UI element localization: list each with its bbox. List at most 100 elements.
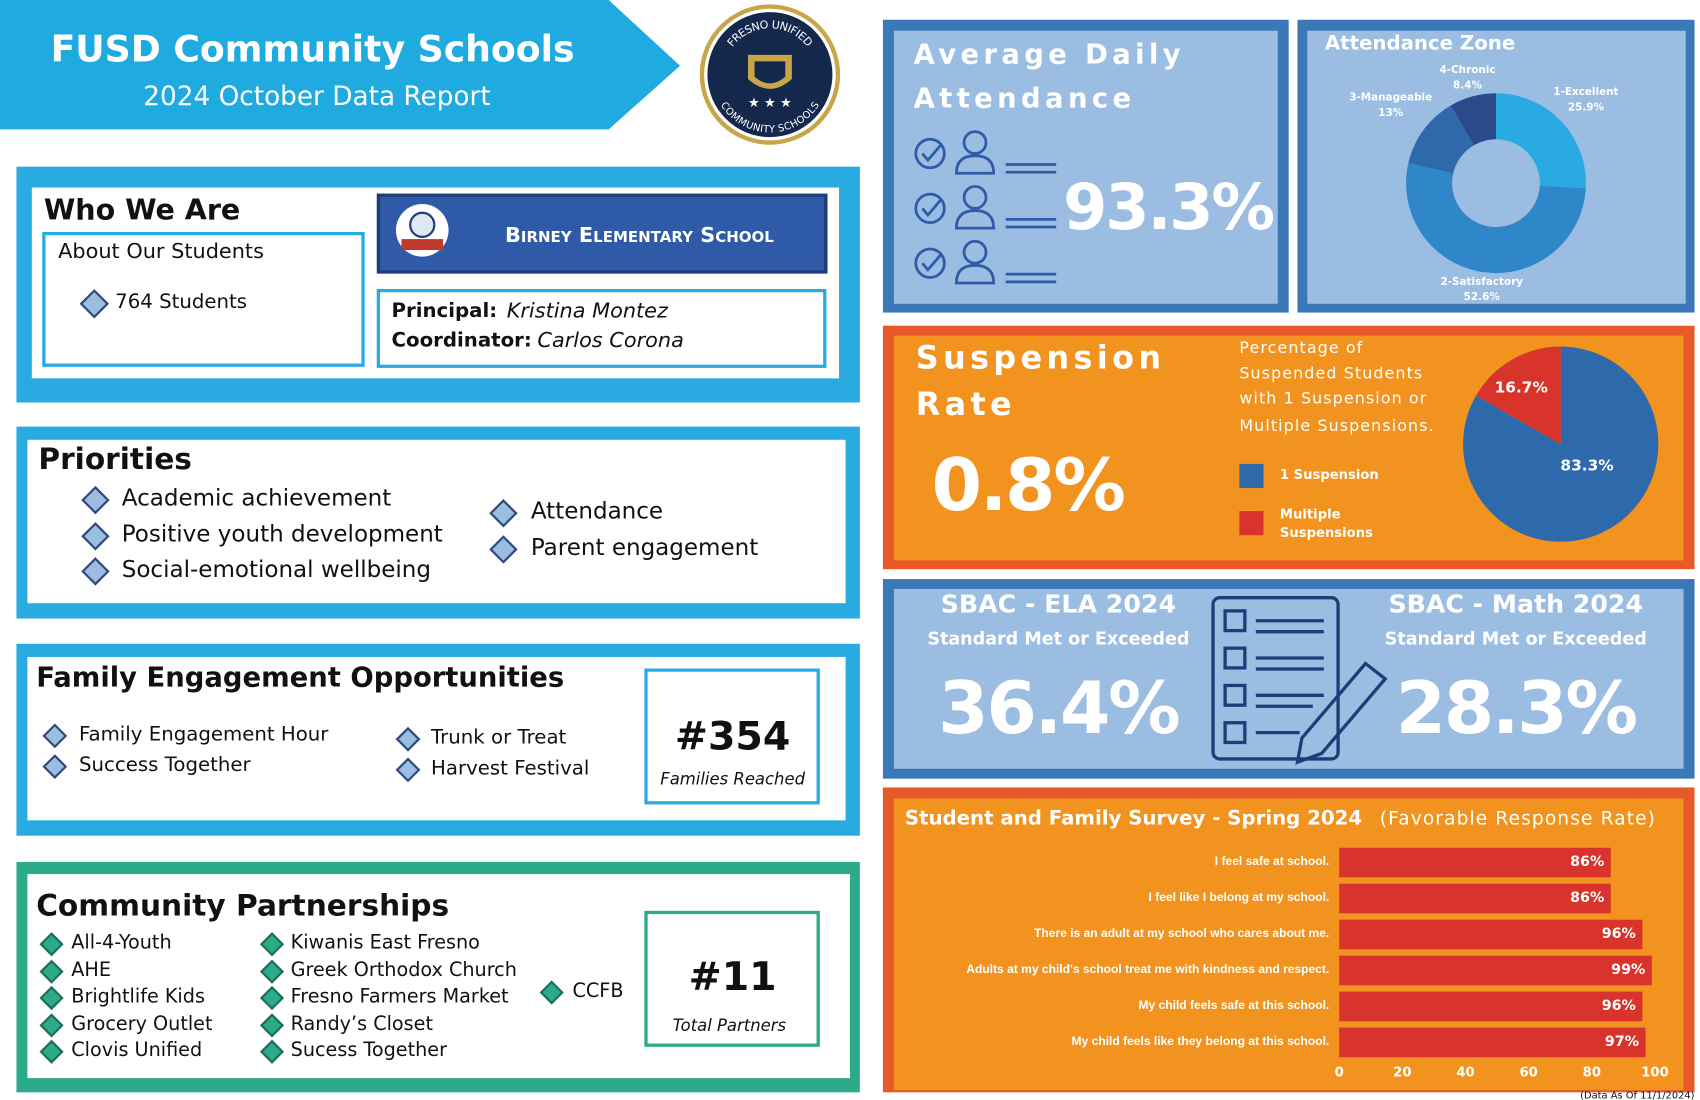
bullet — [81, 522, 110, 551]
x-tick-label: 0 — [1335, 1066, 1344, 1081]
logo: FRESNO UNIFIED COMMUNITY SCHOOLS ★ ★ ★ — [699, 4, 841, 145]
list-item: Parent engagement — [531, 535, 758, 561]
legend-label-line: Multiple — [1280, 507, 1341, 522]
slice-value-label: 13% — [1378, 107, 1403, 119]
slice-value-label: 83.3% — [1560, 457, 1613, 475]
bar — [1339, 847, 1611, 878]
header-banner — [0, 0, 680, 130]
list-item: Brightlife Kids — [71, 984, 205, 1007]
bullet — [79, 289, 110, 319]
list-item: Fresno Farmers Market — [291, 984, 509, 1007]
value-label: 99% — [1611, 962, 1645, 978]
count-label: Total Partners — [673, 1016, 787, 1035]
bullet — [39, 1039, 64, 1064]
sbac-subtitle: Standard Met or Exceeded — [1385, 629, 1647, 649]
category-label: I feel safe at school. — [1215, 854, 1330, 868]
list-item: Kiwanis East Fresno — [291, 931, 480, 954]
list-item: Sucess Together — [291, 1038, 447, 1061]
value-label: 97% — [1605, 1034, 1639, 1050]
staff-box — [376, 288, 827, 368]
list-item: Greek Orthodox Church — [291, 958, 517, 981]
chart-title: Percentage of — [1239, 338, 1363, 357]
section-title: Who We Are — [44, 194, 240, 227]
list-item: Harvest Festival — [431, 756, 589, 779]
bar — [1339, 955, 1652, 986]
donut-slice — [1408, 105, 1474, 174]
donut-chart: 1-Excellent 25.9% 2-Satisfactory 52.6% 3-Man… — [1349, 64, 1618, 303]
principal-label: Principal: — [392, 299, 498, 322]
sbac-title: SBAC - ELA 2024 — [941, 589, 1176, 618]
bullet — [39, 932, 64, 957]
legend-label-line: Suspensions — [1280, 526, 1373, 541]
chart-title: Student and Family Survey - Spring 2024 — [905, 807, 1362, 830]
slice-category: 4-Chronic — [1439, 64, 1495, 76]
pie-slice — [1476, 346, 1561, 445]
bullet — [259, 1039, 285, 1064]
bullet — [81, 485, 110, 515]
chart-title: Multiple Suspensions. — [1239, 416, 1434, 435]
bullet — [39, 1013, 64, 1038]
bullet — [489, 535, 518, 564]
pie-slice — [1463, 346, 1659, 542]
about-title: About Our Students — [58, 239, 264, 263]
count-box — [644, 910, 820, 1047]
school-banner — [376, 193, 828, 274]
bullet — [259, 1013, 285, 1038]
value-label: 86% — [1570, 854, 1604, 870]
list-item: Family Engagement Hour — [79, 722, 329, 745]
section-title: Community Partnerships — [36, 888, 449, 922]
panel-inner — [893, 30, 1278, 304]
svg-text:★ ★ ★: ★ ★ ★ — [748, 96, 792, 111]
bullet — [489, 499, 518, 528]
bullet — [42, 754, 68, 780]
attendance-icons — [914, 130, 1057, 285]
legend-label: 1 Suspension — [1280, 468, 1379, 483]
coordinator-label: Coordinator: — [392, 329, 532, 352]
subtitle: 2024 October Data Report — [143, 82, 490, 112]
list-item: Randy’s Closet — [291, 1012, 434, 1035]
list-item: Success Together — [79, 753, 252, 776]
suspension-title: Suspension — [916, 340, 1166, 377]
section-title: Priorities — [38, 442, 192, 476]
slice-value-label: 52.6% — [1464, 291, 1501, 303]
list-item: Academic achievement — [122, 486, 392, 512]
title: FUSD Community Schools — [51, 28, 575, 71]
attendance-value: 93.3% — [1063, 171, 1273, 245]
list-item: CCFB — [573, 979, 624, 1002]
category-label: I feel like I belong at my school. — [1149, 890, 1330, 904]
principal: Kristina Montez — [507, 298, 669, 322]
bullet — [42, 723, 68, 749]
x-tick-label: 60 — [1520, 1066, 1538, 1081]
donut-slice — [1496, 93, 1586, 189]
list-item: Grocery Outlet — [71, 1012, 213, 1035]
legend-swatch — [1239, 511, 1264, 536]
bar-chart: I feel safe at school. 86% I feel like I b… — [966, 847, 1669, 1081]
bullet — [81, 557, 110, 586]
students: 764 Students — [115, 290, 247, 313]
list-item: Clovis Unified — [71, 1038, 202, 1061]
attendance-title: Attendance — [914, 83, 1136, 114]
slice-category: 3-Manageable — [1349, 92, 1432, 104]
donut-slice — [1450, 93, 1496, 146]
sbac-value: 36.4% — [938, 667, 1179, 751]
lists: Academic achievement Positive youth devel… — [39, 485, 758, 1064]
bar — [1339, 919, 1643, 950]
pie-chart: Percentage of Suspended Students with 1 Su… — [1239, 338, 1659, 542]
chart-subtitle: (Favorable Response Rate) — [1380, 809, 1656, 830]
footnote: (Data As Of 11/1/2024) — [1580, 1091, 1694, 1100]
count: #354 — [675, 714, 790, 760]
bar — [1339, 991, 1643, 1022]
legend-swatch — [1239, 463, 1264, 489]
attendance-title: Average Daily — [914, 39, 1185, 70]
x-tick-label: 80 — [1583, 1066, 1601, 1081]
category-label: Adults at my child's school treat me wit… — [966, 962, 1329, 976]
donut-slice — [1406, 163, 1586, 274]
x-tick-label: 100 — [1641, 1066, 1668, 1081]
bullet — [259, 985, 285, 1011]
value-label: 96% — [1602, 926, 1636, 942]
sbac-title: SBAC - Math 2024 — [1388, 589, 1643, 618]
category-label: There is an adult at my school who cares… — [1034, 926, 1329, 940]
count-box — [644, 668, 820, 805]
list-item: AHE — [71, 958, 111, 981]
